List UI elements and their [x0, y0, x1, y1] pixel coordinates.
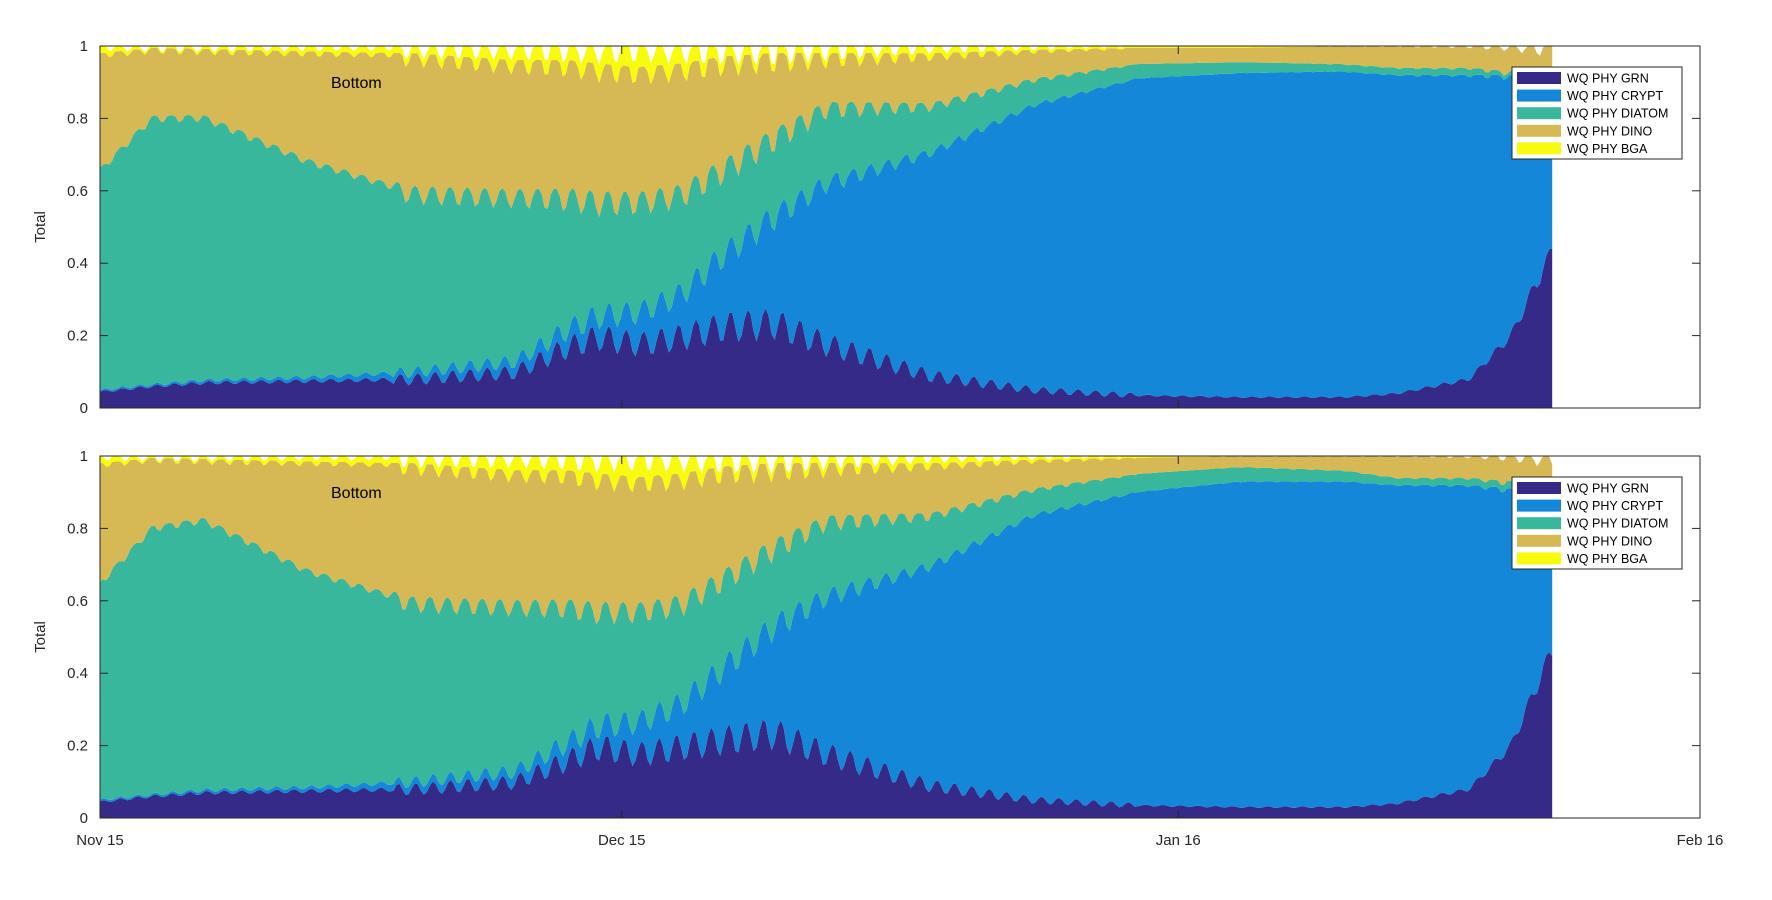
area-wq-phy-grn — [100, 248, 1553, 408]
y-tick-label: 0.8 — [67, 520, 88, 537]
y-tick-label: 0.4 — [67, 665, 88, 682]
legend-swatch — [1517, 499, 1561, 512]
y-tick-label: 0 — [80, 400, 88, 417]
y-axis-label: Total — [32, 621, 49, 653]
annotation-bottom: Bottom — [331, 75, 382, 92]
x-tick-label: Nov 15 — [76, 832, 124, 849]
area-wq-phy-crypt — [100, 71, 1553, 399]
legend-swatch — [1517, 534, 1561, 547]
legend: WQ PHY GRN WQ PHY CRYPT WQ PHY DIATOM WQ PH… — [1511, 476, 1683, 570]
y-tick-label: 0.4 — [67, 255, 88, 272]
legend: WQ PHY GRN WQ PHY CRYPT WQ PHY DIATOM WQ PH… — [1511, 66, 1683, 160]
x-tick-label: Feb 16 — [1677, 832, 1724, 849]
y-tick-label: 0.6 — [67, 183, 88, 200]
legend-swatch — [1517, 482, 1561, 494]
legend-entry: WQ PHY DINO — [1567, 534, 1652, 548]
y-tick-label: 0.8 — [67, 110, 88, 127]
legend-entry: WQ PHY DINO — [1567, 124, 1652, 138]
annotation-bottom: Bottom — [331, 485, 382, 502]
y-tick-label: 0.2 — [67, 738, 88, 755]
area-wq-phy-bga — [100, 456, 1553, 493]
y-axis-label: Total — [32, 211, 49, 243]
legend-entry: WQ PHY DIATOM — [1567, 517, 1668, 531]
legend-swatch — [1517, 107, 1561, 120]
legend-entry: WQ PHY CRYPT — [1567, 499, 1663, 513]
legend-entry: WQ PHY BGA — [1567, 142, 1648, 156]
area-wq-phy-grn — [100, 652, 1553, 818]
area-wq-phy-bga — [100, 46, 1553, 85]
legend-entry: WQ PHY BGA — [1567, 552, 1648, 566]
y-tick-label: 0.6 — [67, 593, 88, 610]
legend-swatch — [1517, 72, 1561, 84]
y-tick-label: 1 — [80, 38, 88, 55]
legend-entry: WQ PHY GRN — [1567, 482, 1649, 496]
y-tick-label: 0.2 — [67, 328, 88, 345]
legend-swatch — [1517, 517, 1561, 530]
area-wq-phy-dino — [100, 456, 1553, 625]
legend-entry: WQ PHY CRYPT — [1567, 89, 1663, 103]
x-tick-label: Jan 16 — [1156, 832, 1201, 849]
area-wq-phy-dino — [100, 46, 1553, 217]
axes-box — [99, 45, 1701, 409]
area-wq-phy-crypt — [100, 481, 1553, 808]
legend-swatch — [1517, 142, 1561, 155]
legend-swatch — [1517, 124, 1561, 137]
y-tick-label: 1 — [80, 448, 88, 465]
axes-box — [99, 455, 1701, 819]
x-tick-label: Dec 15 — [598, 832, 646, 849]
panel-2: 0 0.2 0.4 0.6 0.8 1 Nov 15 Dec 15 Jan 16 Feb 16 To… — [32, 448, 1723, 849]
area-wq-phy-diatom — [100, 62, 1553, 391]
area-wq-phy-diatom — [100, 467, 1553, 800]
legend-swatch — [1517, 552, 1561, 565]
legend-entry: WQ PHY GRN — [1567, 72, 1649, 86]
legend-swatch — [1517, 89, 1561, 102]
legend-entry: WQ PHY DIATOM — [1567, 107, 1668, 121]
y-tick-label: 0 — [80, 810, 88, 827]
